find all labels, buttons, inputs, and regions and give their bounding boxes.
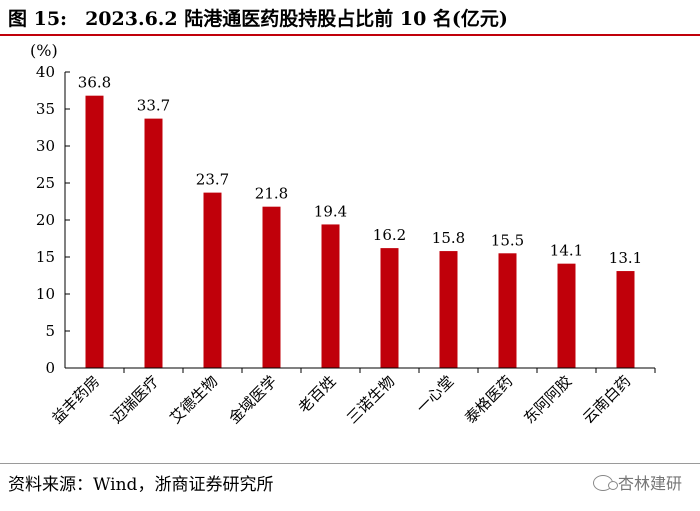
data-label: 19.4 bbox=[314, 202, 347, 220]
data-label: 13.1 bbox=[609, 249, 642, 267]
footer-rule bbox=[0, 463, 700, 464]
bar-chart: (%) 0 5 10 15 20 25 30 35 40 36.8 33.7 23.7 21.8 19.… bbox=[30, 41, 656, 427]
source-note: 资料来源：Wind，浙商证券研究所 bbox=[8, 475, 274, 495]
x-tick-label: 泰格医药 bbox=[461, 372, 516, 427]
bar bbox=[439, 251, 458, 368]
bar bbox=[144, 118, 163, 369]
x-tick-label: 云南白药 bbox=[579, 372, 634, 427]
y-tick-label: 40 bbox=[36, 63, 55, 81]
x-tick-label: 迈瑞医疗 bbox=[107, 372, 162, 427]
x-tick-label: 三诺生物 bbox=[343, 372, 398, 427]
y-tick-label: 20 bbox=[36, 211, 55, 229]
y-tick-label: 5 bbox=[45, 322, 55, 340]
x-tick-label: 益丰药房 bbox=[48, 372, 103, 427]
y-tick-label: 15 bbox=[36, 248, 55, 266]
data-label: 23.7 bbox=[196, 171, 229, 189]
y-tick-label: 35 bbox=[36, 100, 55, 118]
bars: 36.8 33.7 23.7 21.8 19.4 16.2 15.8 15.5 14.1 13.1 bbox=[78, 74, 642, 369]
watermark-text: 杏林建研 bbox=[617, 474, 682, 493]
x-tick-label: 艾德生物 bbox=[166, 372, 221, 427]
bar bbox=[557, 263, 576, 368]
y-tick-label: 0 bbox=[45, 359, 55, 377]
data-label: 15.5 bbox=[491, 231, 524, 249]
y-tick-label: 25 bbox=[36, 174, 55, 192]
y-axis: 0 5 10 15 20 25 30 35 40 bbox=[36, 63, 70, 377]
data-label: 33.7 bbox=[137, 97, 170, 115]
figure-title: 图 15: 2023.6.2 陆港通医药股持股占比前 10 名(亿元) bbox=[8, 4, 508, 31]
bar bbox=[262, 206, 281, 368]
bar bbox=[203, 192, 222, 368]
x-tick-label: 东阿阿胶 bbox=[520, 372, 575, 427]
y-axis-label: (%) bbox=[30, 41, 58, 60]
watermark: 杏林建研 bbox=[592, 470, 682, 494]
y-tick-label: 30 bbox=[36, 137, 55, 155]
bar bbox=[498, 253, 517, 368]
x-tick-label: 一心堂 bbox=[413, 372, 458, 417]
figure-number: 图 15: bbox=[8, 8, 68, 30]
title-rule bbox=[0, 34, 700, 36]
bar bbox=[321, 224, 340, 368]
data-label: 16.2 bbox=[373, 226, 406, 244]
data-label: 21.8 bbox=[255, 185, 288, 203]
x-tick-label: 金域医学 bbox=[225, 372, 280, 427]
bar bbox=[85, 95, 104, 369]
bar bbox=[616, 271, 635, 368]
figure-title-text: 2023.6.2 陆港通医药股持股占比前 10 名(亿元) bbox=[85, 8, 508, 30]
x-axis: 益丰药房 迈瑞医疗 艾德生物 金域医学 老百姓 三诺生物 一心堂 泰格医药 东阿阿胶 云南白药 bbox=[48, 367, 656, 427]
bar bbox=[380, 248, 399, 368]
data-label: 36.8 bbox=[78, 74, 111, 92]
data-label: 14.1 bbox=[550, 242, 583, 260]
x-tick-label: 老百姓 bbox=[295, 372, 340, 417]
data-label: 15.8 bbox=[432, 229, 465, 247]
y-tick-label: 10 bbox=[36, 285, 55, 303]
wechat-icon bbox=[592, 475, 618, 491]
